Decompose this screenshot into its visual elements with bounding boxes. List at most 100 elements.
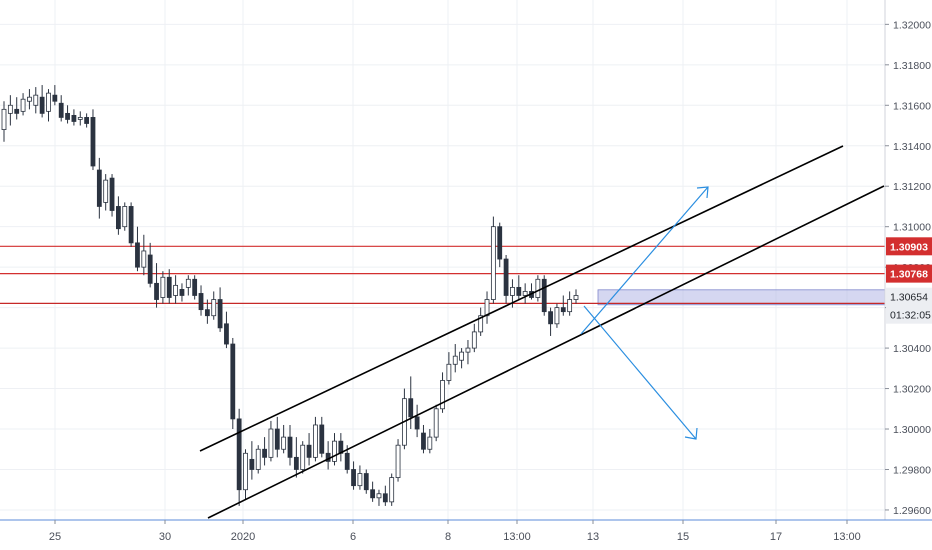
price-tick-label: 1.31200 [893,181,931,193]
candle [421,424,426,454]
candle-body [58,102,64,118]
candle-body [77,117,83,120]
candle [52,85,58,106]
candle [306,433,312,466]
candle [96,157,102,219]
candle-body [465,347,471,353]
candle [20,93,26,116]
candle [33,87,39,114]
candle-body [497,226,503,260]
candle [109,174,115,217]
bearish-projection-arrow[interactable] [583,305,697,440]
candle [300,441,306,474]
candle-body [567,299,573,313]
bullish-arrow-head [696,186,709,199]
candle-body [440,380,445,410]
candle [90,109,96,171]
candle [516,275,522,300]
candle-body [389,477,395,503]
candle-body [249,458,255,470]
candle [471,323,477,353]
candle [554,303,560,328]
candle-body [255,448,261,470]
candle [217,287,223,332]
price-tick-label: 1.30400 [893,343,931,355]
candle-body [14,108,20,114]
candle-body [535,278,541,298]
bullish-projection-arrow[interactable] [580,186,709,335]
candle [166,269,172,304]
candle [541,275,547,316]
candle-body [376,493,382,499]
candle [198,285,204,316]
candle [370,481,376,502]
candle-body [109,177,115,211]
candle-body [503,258,509,296]
candle-body [414,416,420,430]
candle [179,283,185,302]
candle [7,95,13,126]
channel-lower-line[interactable] [207,185,885,519]
candle-body [27,96,32,102]
candle [128,202,134,247]
candle [357,465,363,490]
candle-body [204,309,210,317]
candle-body [332,440,337,462]
candle-body [313,424,318,458]
level-price-tag-label: 1.30768 [890,269,928,281]
candle-body [446,363,452,381]
candle [1,101,7,142]
candle [484,291,490,324]
price-tick-label: 1.31800 [893,60,931,72]
candle-body [490,226,496,300]
candle [122,202,128,231]
trend-drawings [199,145,885,519]
candle [192,275,198,300]
candle [14,97,20,120]
candle [567,291,573,316]
axes [0,0,932,521]
candle-body [478,315,484,333]
channel-upper-line[interactable] [199,145,844,452]
candle-body [351,469,356,487]
candle [281,424,287,454]
price-tick-label: 1.30200 [893,384,931,396]
candle-body [224,323,229,345]
time-axis[interactable]: 25 30 2020 6 8 13:00 13 15 17 13:00 [49,520,861,543]
candle-body [427,436,433,450]
candle [446,352,452,385]
candle-body [154,282,159,300]
price-zone [597,289,886,306]
candle-body [363,473,369,491]
candle-body [382,493,388,503]
candle-body [300,444,306,470]
candle-body [20,98,26,112]
candle [313,416,318,462]
candle [363,469,369,494]
candle-body [7,104,13,114]
candle [389,473,395,506]
candlesticks [1,85,579,506]
candle [548,307,553,336]
time-tick-label: 15 [677,531,689,543]
candle-body [122,206,128,228]
candle-body [46,92,51,112]
zone-rect[interactable] [597,289,886,306]
price-tick-label: 1.29600 [893,505,931,517]
candle [204,299,210,324]
chart-grid [0,0,885,520]
candle-body [541,278,547,313]
time-tick-label: 6 [350,531,356,543]
candle-body [116,206,121,230]
candle-body [516,286,522,296]
candle [338,433,344,462]
price-tick-label: 1.31600 [893,100,931,112]
candle [395,439,401,482]
candle [255,445,261,474]
candle-body [236,418,242,491]
time-tick-label: 13:00 [833,531,861,543]
price-tick-label: 1.30000 [893,424,931,436]
candle-body [306,444,312,458]
time-tick-label: 30 [159,531,171,543]
